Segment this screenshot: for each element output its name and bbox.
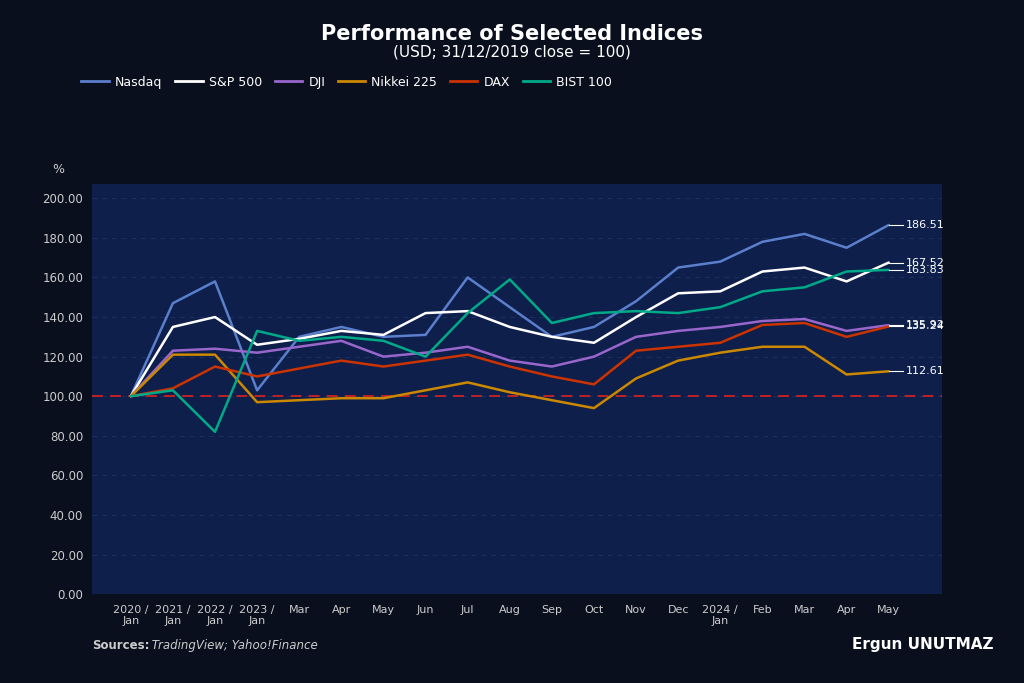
Text: Sources:: Sources: [92, 639, 150, 652]
Text: 186.51: 186.51 [905, 220, 944, 230]
Text: 135.92: 135.92 [905, 320, 944, 330]
Text: Performance of Selected Indices: Performance of Selected Indices [321, 24, 703, 44]
Text: 135.24: 135.24 [905, 322, 944, 331]
Legend: Nasdaq, S&P 500, DJI, Nikkei 225, DAX, BIST 100: Nasdaq, S&P 500, DJI, Nikkei 225, DAX, B… [82, 76, 612, 89]
Text: Ergun UNUTMAZ: Ergun UNUTMAZ [852, 637, 993, 652]
Text: (USD; 31/12/2019 close = 100): (USD; 31/12/2019 close = 100) [393, 44, 631, 59]
Y-axis label: %: % [52, 163, 65, 176]
Text: 163.83: 163.83 [905, 265, 944, 275]
Text: TradingView; Yahoo!Finance: TradingView; Yahoo!Finance [148, 639, 318, 652]
Text: 167.52: 167.52 [905, 257, 944, 268]
Text: 112.61: 112.61 [905, 366, 944, 376]
